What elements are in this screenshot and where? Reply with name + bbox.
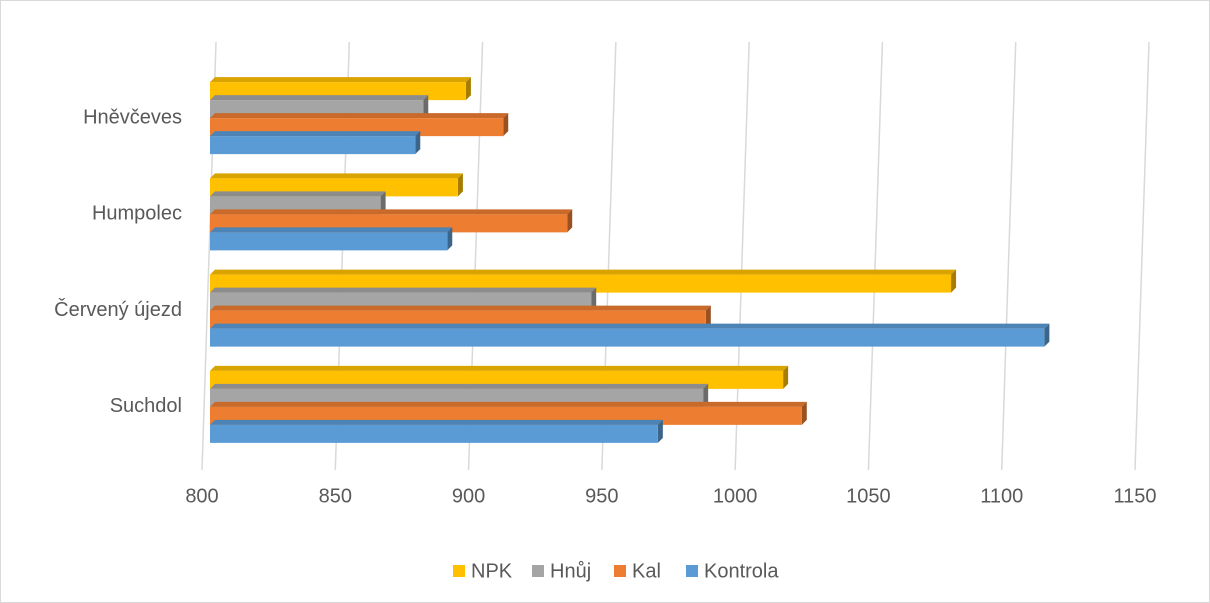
bar-top (210, 209, 573, 215)
legend-label: Hnůj (550, 560, 591, 582)
bar-side (380, 191, 386, 215)
bar-side (705, 305, 711, 329)
x-tick-label: 1150 (1113, 485, 1156, 507)
bar-top (210, 323, 1050, 329)
legend-label: NPK (471, 560, 513, 582)
legend-swatch (686, 565, 698, 577)
bar-side (423, 95, 429, 119)
bars (210, 77, 1050, 443)
bar-side (703, 383, 709, 407)
bar (210, 328, 1045, 347)
y-tick-label: Červený újezd (54, 298, 182, 321)
grid-line (1000, 41, 1017, 471)
bar-top (210, 365, 789, 371)
bar-side (591, 287, 597, 311)
bar-top (210, 131, 421, 137)
grid-line (867, 41, 884, 471)
bar-top (210, 191, 386, 197)
bar-top (210, 113, 509, 119)
bar-side (457, 173, 463, 197)
bar-side (447, 227, 453, 251)
bar-top (210, 95, 429, 101)
bar-top (210, 287, 597, 293)
grid-line (734, 41, 750, 471)
bar-side (415, 131, 421, 155)
bar-top (210, 269, 957, 275)
bar-side (657, 419, 663, 443)
bar (210, 424, 658, 443)
bar-side (567, 209, 573, 233)
legend-swatch (453, 565, 465, 577)
bar-side (801, 401, 807, 425)
bar-top (210, 419, 663, 425)
bar-top (210, 77, 471, 83)
bar-top (210, 401, 807, 407)
legend-label: Kontrola (704, 560, 779, 582)
bar-side (503, 113, 509, 137)
bar-side (951, 269, 957, 293)
legend-swatch (614, 565, 626, 577)
bar (210, 232, 448, 251)
x-tick-label: 1100 (980, 485, 1023, 507)
x-tick-label: 800 (185, 485, 218, 507)
bar-side (1044, 323, 1050, 347)
y-tick-label: Humpolec (92, 203, 182, 225)
legend-swatch (532, 565, 544, 577)
bar-top (210, 383, 709, 389)
bar-top (210, 305, 711, 311)
x-tick-label: 900 (452, 485, 485, 507)
grid-line (1134, 41, 1150, 471)
x-tick-label: 1050 (846, 485, 891, 507)
x-tick-label: 850 (319, 485, 352, 507)
bar-side (465, 77, 471, 101)
x-tick-label: 1000 (713, 485, 758, 507)
bar-top (210, 173, 463, 179)
y-tick-label: Hněvčeves (83, 106, 182, 128)
y-tick-label: Suchdol (110, 395, 182, 417)
bar (210, 136, 416, 155)
legend-label: Kal (632, 560, 661, 582)
x-tick-label: 950 (585, 485, 618, 507)
bar-top (210, 227, 453, 233)
bar-side (783, 365, 789, 389)
